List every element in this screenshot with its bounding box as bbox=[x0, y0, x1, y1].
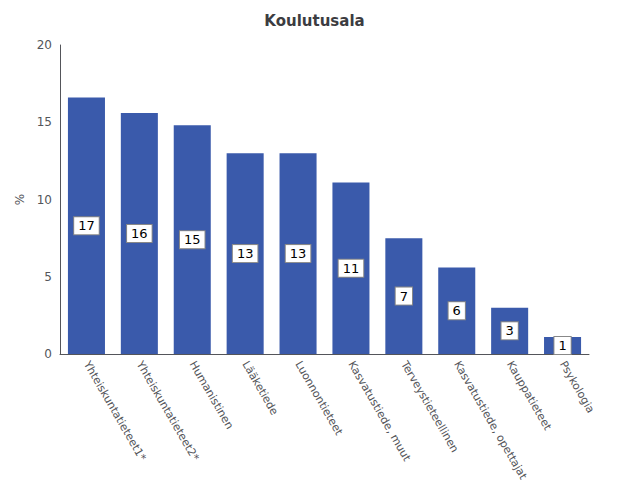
svg-text:3: 3 bbox=[506, 323, 514, 338]
svg-text:6: 6 bbox=[453, 303, 461, 318]
svg-text:Yhteiskuntatieteet2*: Yhteiskuntatieteet2* bbox=[133, 358, 202, 464]
svg-text:5: 5 bbox=[44, 270, 52, 284]
svg-text:%: % bbox=[13, 194, 27, 205]
svg-text:Kasvatustiede, muut: Kasvatustiede, muut bbox=[345, 359, 413, 464]
svg-text:13: 13 bbox=[290, 246, 307, 261]
svg-text:Humanistinen: Humanistinen bbox=[187, 359, 236, 432]
svg-text:0: 0 bbox=[44, 347, 52, 361]
svg-text:20: 20 bbox=[37, 38, 52, 52]
svg-text:Kauppatieteet: Kauppatieteet bbox=[504, 359, 554, 433]
svg-text:Luonnontieteet: Luonnontieteet bbox=[292, 359, 345, 438]
svg-text:15: 15 bbox=[184, 232, 201, 247]
svg-text:16: 16 bbox=[131, 226, 148, 241]
svg-text:Terveystieteellinen: Terveystieteellinen bbox=[398, 358, 461, 455]
svg-text:1: 1 bbox=[558, 338, 566, 353]
svg-text:Lääketiede: Lääketiede bbox=[240, 359, 281, 418]
svg-text:15: 15 bbox=[37, 115, 52, 129]
svg-text:13: 13 bbox=[237, 246, 254, 261]
svg-text:Koulutusala: Koulutusala bbox=[264, 12, 364, 30]
svg-text:Psykologia: Psykologia bbox=[557, 359, 597, 416]
svg-text:Yhteiskuntatieteet1*: Yhteiskuntatieteet1* bbox=[80, 358, 149, 464]
svg-text:Kasvatustiede, opettajat: Kasvatustiede, opettajat bbox=[451, 358, 530, 482]
svg-text:11: 11 bbox=[343, 261, 360, 276]
svg-text:10: 10 bbox=[37, 193, 52, 207]
svg-text:7: 7 bbox=[400, 289, 408, 304]
svg-text:17: 17 bbox=[78, 218, 95, 233]
